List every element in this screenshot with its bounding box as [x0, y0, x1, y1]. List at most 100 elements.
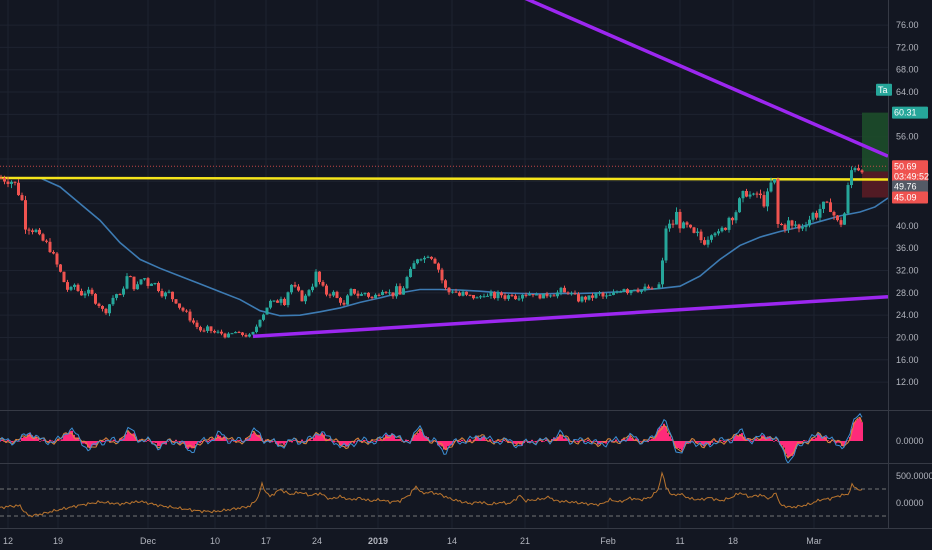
oscillator-histogram-bar	[819, 434, 821, 441]
oscillator-histogram-bar	[533, 440, 535, 442]
oscillator-histogram-bar	[155, 441, 157, 444]
oscillator-histogram-bar	[89, 441, 91, 449]
candle-down	[318, 271, 321, 283]
time-axis[interactable]: 12 19 Dec 10 17 24 2019 14 21 Feb 11 18 Mar	[3, 536, 822, 546]
candle-down	[524, 294, 528, 296]
support-trendline[interactable]	[252, 295, 889, 339]
candle-up	[668, 223, 671, 229]
price-badge-text: 60.31	[894, 108, 917, 118]
oscillator-histogram-bar	[87, 441, 89, 448]
candle-down	[52, 252, 55, 254]
candle-down	[342, 302, 346, 305]
trendlines[interactable]	[252, 0, 889, 339]
oscillator-histogram-bar	[693, 440, 695, 442]
oscillator-histogram-bar	[773, 441, 775, 442]
candle-up	[640, 290, 643, 292]
candle-up	[136, 284, 139, 290]
oscillator-histogram-bar	[379, 439, 381, 441]
candle-down	[839, 220, 843, 225]
oscillator-histogram-bar	[739, 433, 741, 441]
candle-down	[832, 211, 836, 216]
candle-down	[118, 294, 122, 296]
candle-up	[517, 298, 521, 300]
candle-up	[349, 288, 353, 296]
candle-up	[720, 227, 724, 232]
time-tick-label: Feb	[600, 536, 616, 546]
candle-up	[808, 219, 811, 226]
price-pane[interactable]	[0, 0, 889, 339]
oscillator-histogram-bar	[783, 441, 785, 448]
oscillator-histogram-bar	[535, 441, 537, 443]
candle-down	[458, 292, 461, 296]
oscillator-histogram-bar	[493, 441, 495, 443]
oscillator-histogram-bar	[587, 439, 589, 441]
candle-up	[262, 314, 265, 320]
oscillator-histogram-bar	[779, 441, 781, 445]
candle-up	[461, 291, 465, 296]
volume-oscillator-pane[interactable]	[0, 471, 888, 518]
resistance-trendline[interactable]	[447, 0, 889, 158]
price-badge	[892, 170, 928, 183]
oscillator-histogram-bar	[555, 438, 557, 441]
oscillator-histogram-bar	[189, 441, 191, 448]
candle-up	[423, 257, 426, 260]
oscillator-histogram-bar	[299, 441, 301, 442]
candle-up	[717, 231, 720, 234]
candle-up	[304, 295, 307, 302]
oscillator-histogram-bar	[607, 440, 609, 442]
oscillator-histogram-bar	[811, 438, 813, 441]
position-loss-zone[interactable]	[862, 171, 888, 198]
oscillator-histogram-bar	[583, 441, 585, 443]
oscillator-histogram-bar	[301, 439, 303, 441]
horizontal-support-line[interactable]	[0, 176, 889, 181]
oscillator-histogram-bar	[799, 441, 801, 444]
oscillator-pane[interactable]	[0, 412, 863, 465]
oscillator-histogram-bar	[151, 441, 153, 444]
position-profit-zone[interactable]	[862, 112, 888, 172]
candle-up	[489, 292, 493, 296]
long-position-tool[interactable]	[862, 112, 888, 198]
oscillator-histogram-bar	[191, 441, 193, 449]
candle-down	[171, 291, 174, 300]
candle-down	[815, 212, 818, 218]
oscillator-histogram-bar	[561, 436, 563, 441]
candle-down	[563, 287, 566, 293]
candle-up	[629, 290, 633, 294]
candle-up	[556, 292, 559, 297]
candle-up	[167, 291, 171, 293]
oscillator-histogram-bar	[749, 439, 751, 441]
price-tick-label: 28.00	[896, 288, 919, 298]
oscillator-histogram-bar	[755, 438, 757, 441]
candle-down	[367, 292, 370, 297]
oscillator-histogram-bar	[525, 441, 527, 442]
candle-down	[692, 227, 696, 233]
candle-down	[671, 223, 675, 225]
oscillator-histogram-bar	[83, 441, 85, 444]
oscillator-histogram-bar	[107, 440, 109, 442]
oscillator-histogram-bar	[605, 441, 607, 444]
candle-down	[472, 295, 475, 299]
oscillator-histogram-bar	[853, 422, 855, 441]
oscillator-histogram-bar	[361, 441, 363, 443]
oscillator-histogram-bar	[185, 441, 187, 448]
oscillator-histogram-bar	[315, 433, 317, 441]
candle-up	[286, 292, 290, 306]
horizontal-level-line[interactable]	[0, 176, 889, 181]
oscillator-histogram-bar	[835, 441, 837, 444]
oscillator-histogram-bar	[233, 441, 235, 442]
oscillator-histogram-bar	[401, 441, 403, 442]
candle-down	[244, 334, 248, 337]
candle-up	[115, 294, 118, 298]
oscillator-histogram-bar	[395, 439, 397, 441]
price-axis[interactable]: 12.00 16.00 20.00 24.00 28.00 32.00 36.00 40.00…	[896, 20, 919, 387]
oscillator-histogram-bar	[423, 435, 425, 441]
price-tick-label: 76.00	[896, 20, 919, 30]
candle-up	[622, 289, 626, 292]
candle-down	[31, 230, 34, 232]
candle-up	[696, 231, 699, 233]
oscillator-histogram-bar	[517, 441, 519, 443]
oscillator-histogram-bar	[281, 441, 283, 444]
price-tick-label: 32.00	[896, 266, 919, 276]
oscillator-histogram-bar	[117, 441, 119, 442]
